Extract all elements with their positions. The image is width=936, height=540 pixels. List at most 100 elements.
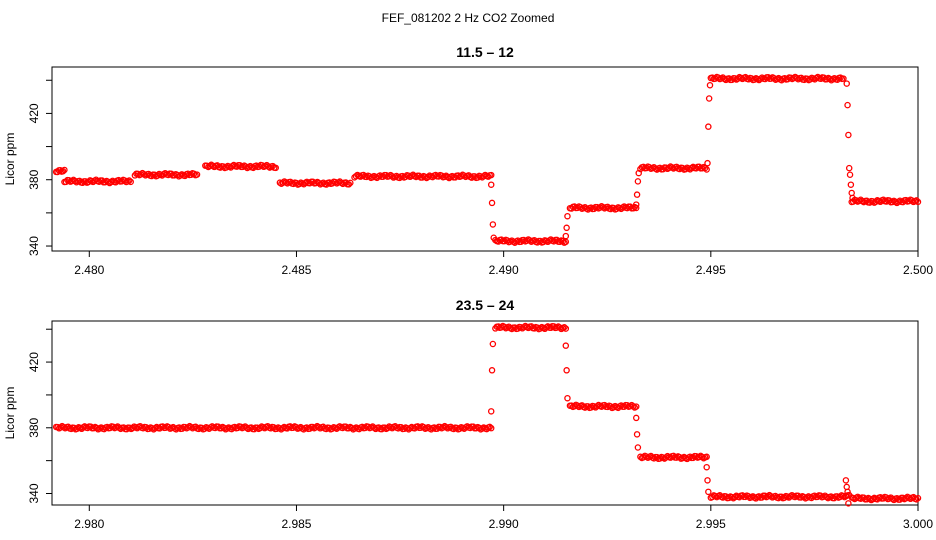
data-point bbox=[296, 180, 303, 188]
data-point bbox=[256, 424, 264, 432]
data-point bbox=[121, 177, 128, 184]
y-tick-label: 380 bbox=[27, 169, 41, 189]
data-point bbox=[501, 323, 508, 331]
data-point bbox=[698, 453, 706, 461]
data-point bbox=[514, 237, 522, 244]
data-point bbox=[745, 493, 752, 500]
data-point bbox=[220, 163, 227, 170]
data-point bbox=[402, 173, 409, 181]
data-point bbox=[315, 179, 323, 187]
data-point bbox=[559, 237, 567, 245]
data-point bbox=[682, 165, 689, 173]
data-point bbox=[679, 164, 686, 172]
data-point bbox=[361, 424, 369, 432]
data-point bbox=[534, 324, 541, 331]
data-point bbox=[384, 424, 391, 432]
data-point bbox=[563, 367, 570, 374]
data-point bbox=[93, 424, 100, 432]
data-point bbox=[67, 425, 75, 433]
data-point bbox=[844, 101, 851, 109]
data-point bbox=[259, 162, 266, 169]
data-point bbox=[662, 454, 670, 461]
data-point bbox=[581, 404, 589, 411]
data-point bbox=[634, 444, 642, 451]
data-point bbox=[504, 237, 511, 244]
data-point bbox=[563, 224, 570, 232]
data-point bbox=[632, 201, 640, 208]
data-point bbox=[704, 159, 711, 167]
data-point bbox=[487, 424, 495, 432]
data-point bbox=[220, 424, 228, 432]
y-tick-label: 340 bbox=[27, 236, 41, 256]
data-points bbox=[52, 322, 922, 507]
data-point bbox=[872, 198, 880, 205]
data-point bbox=[85, 178, 92, 186]
data-point bbox=[705, 488, 712, 496]
data-point bbox=[242, 163, 250, 170]
data-point bbox=[328, 425, 336, 432]
data-point bbox=[487, 171, 495, 179]
data-point bbox=[489, 340, 497, 348]
data-point bbox=[650, 455, 658, 462]
data-point bbox=[629, 403, 637, 410]
data-point bbox=[877, 493, 884, 501]
data-point bbox=[725, 494, 733, 502]
data-point bbox=[913, 496, 920, 503]
data-point bbox=[845, 131, 852, 139]
data-point bbox=[914, 494, 922, 502]
data-point bbox=[489, 221, 497, 228]
chart-panel-11.5-12: 11.5 – 12 2.480 2.485 2.490 2.495 2.500 340 380… bbox=[3, 44, 933, 277]
data-point bbox=[376, 172, 384, 179]
data-point bbox=[450, 425, 457, 433]
data-point bbox=[849, 198, 857, 205]
x-tick-label: 2.990 bbox=[489, 517, 519, 531]
data-point bbox=[71, 177, 79, 185]
data-point bbox=[843, 80, 850, 87]
x-tick-label: 2.500 bbox=[903, 263, 933, 277]
data-point bbox=[400, 425, 408, 433]
data-point bbox=[849, 194, 856, 202]
data-point bbox=[125, 177, 133, 184]
data-point bbox=[913, 197, 920, 204]
data-point bbox=[195, 425, 202, 433]
data-point bbox=[632, 414, 640, 422]
data-point bbox=[883, 494, 890, 501]
data-point bbox=[632, 403, 640, 410]
x-tick-label: 2.985 bbox=[281, 517, 311, 531]
data-point bbox=[837, 74, 844, 81]
panel-title: 11.5 – 12 bbox=[456, 44, 514, 60]
data-point bbox=[703, 463, 710, 471]
data-point bbox=[731, 493, 739, 501]
data-point bbox=[430, 424, 438, 431]
data-point bbox=[656, 164, 664, 172]
data-point bbox=[866, 199, 874, 206]
data-point bbox=[633, 431, 641, 438]
data-point bbox=[556, 324, 564, 331]
data-point bbox=[487, 181, 495, 188]
data-point bbox=[767, 492, 775, 500]
data-point bbox=[65, 177, 73, 184]
x-tick-label: 2.485 bbox=[281, 263, 311, 277]
data-point bbox=[474, 174, 481, 181]
data-point bbox=[345, 181, 353, 188]
data-point bbox=[845, 500, 852, 507]
data-point bbox=[412, 173, 420, 181]
data-point bbox=[607, 205, 614, 213]
data-point bbox=[653, 453, 661, 461]
data-point bbox=[571, 203, 578, 210]
plot-frame bbox=[51, 66, 919, 252]
data-point bbox=[495, 323, 502, 330]
data-point bbox=[706, 81, 714, 89]
data-point bbox=[914, 198, 922, 206]
data-point bbox=[632, 204, 640, 212]
data-point bbox=[692, 452, 700, 460]
data-point bbox=[190, 170, 198, 177]
data-point bbox=[709, 493, 716, 501]
data-point bbox=[418, 174, 426, 181]
data-point bbox=[770, 74, 778, 82]
data-point bbox=[893, 494, 901, 502]
data-point bbox=[347, 179, 354, 187]
data-point bbox=[109, 423, 117, 430]
data-point bbox=[640, 454, 647, 461]
